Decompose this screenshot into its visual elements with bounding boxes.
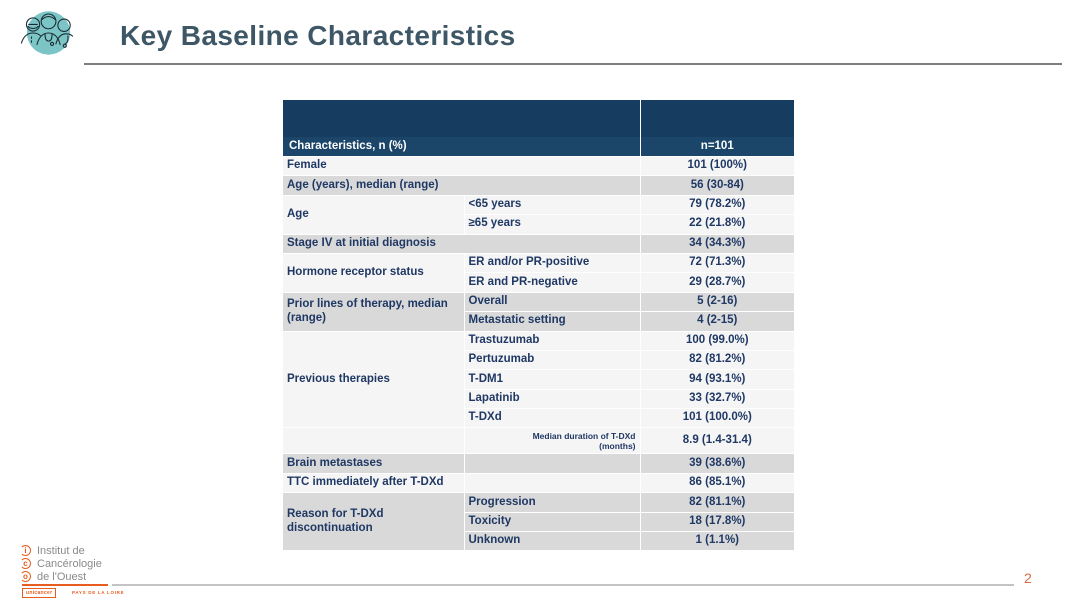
- footer-divider: [112, 584, 1014, 586]
- page-title: Key Baseline Characteristics: [120, 20, 516, 51]
- characteristic-label-cell: Reason for T-DXd discontinuation: [283, 492, 464, 552]
- subcategory-cell: Progression: [463, 492, 641, 513]
- value-cell: 4 (2-15): [639, 311, 795, 332]
- value-cell: 82 (81.2%): [639, 350, 795, 371]
- characteristic-label-cell: Age (years), median (range): [283, 175, 641, 196]
- table-row: Toxicity 18 (17.8%): [283, 512, 795, 533]
- logo-orange-divider: [22, 584, 108, 586]
- table-row: Age <65 years 79 (78.2%): [283, 195, 795, 235]
- table-row: ER and PR-negative 29 (28.7%): [283, 272, 795, 293]
- medical-team-icon: [16, 4, 78, 67]
- ico-letter-i-icon: i: [20, 545, 31, 556]
- subcategory-cell: Trastuzumab: [463, 331, 641, 351]
- logo-line: i Institut de: [20, 544, 102, 557]
- table-row: Age (years), median (range) 56 (30-84): [283, 175, 795, 196]
- unicancer-badge: unicancer: [22, 588, 57, 598]
- table-row: T-DXd 101 (100.0%): [283, 408, 795, 429]
- subcategory-cell: Toxicity: [463, 512, 641, 533]
- ico-institute-logo: i Institut de c Cancérologie o de l'Oues…: [20, 544, 102, 583]
- table-row: ≥65 years 22 (21.8%): [283, 214, 795, 235]
- characteristic-label-cell: TTC immediately after T-DXd: [283, 473, 464, 494]
- value-cell: 5 (2-16): [639, 292, 795, 313]
- characteristic-label-cell: [283, 427, 464, 455]
- value-cell: 29 (28.7%): [639, 272, 795, 293]
- region-label: PAYS DE LA LOIRE: [72, 590, 125, 595]
- value-cell: 1 (1.1%): [639, 531, 795, 552]
- table-row: Metastatic setting 4 (2-15): [283, 311, 795, 332]
- subcategory-cell: Lapatinib: [463, 389, 641, 410]
- baseline-characteristics-table: Characteristics, n (%) n=101 Female 101 (…: [283, 100, 795, 552]
- subcategory-cell: Metastatic setting: [463, 311, 641, 332]
- table-row: Lapatinib 33 (32.7%): [283, 389, 795, 410]
- table-row: Brain metastases 39 (38.6%): [283, 453, 795, 474]
- table-row: Prior lines of therapy, median (range) Ov…: [283, 292, 795, 332]
- characteristics-table-body: Female 101 (100%) Age (years), median (ran…: [283, 156, 795, 552]
- value-cell: 86 (85.1%): [639, 473, 795, 494]
- subcategory-cell: Pertuzumab: [463, 350, 641, 371]
- title-divider: [84, 63, 1062, 65]
- subcategory-cell: T-DXd: [463, 408, 641, 429]
- table-row: Stage IV at initial diagnosis 34 (34.3%): [283, 234, 795, 254]
- subcategory-cell: Unknown: [463, 531, 641, 552]
- subcategory-cell: [463, 453, 641, 474]
- characteristic-label-cell: Hormone receptor status: [283, 253, 464, 293]
- value-cell: 8.9 (1.4-31.4): [639, 427, 795, 455]
- table-header-n: n=101: [639, 100, 795, 157]
- value-cell: 33 (32.7%): [639, 389, 795, 410]
- subcategory-cell: Overall: [463, 292, 641, 313]
- value-cell: 39 (38.6%): [639, 453, 795, 474]
- characteristic-label-cell: Age: [283, 195, 464, 235]
- value-cell: 82 (81.1%): [639, 492, 795, 513]
- characteristic-label-cell: Stage IV at initial diagnosis: [283, 234, 641, 254]
- value-cell: 101 (100.0%): [639, 408, 795, 429]
- table-row: Pertuzumab 82 (81.2%): [283, 350, 795, 371]
- table-row: Reason for T-DXd discontinuation Progress…: [283, 492, 795, 552]
- logo-line: c Cancérologie: [20, 557, 102, 570]
- table-row: Female 101 (100%): [283, 156, 795, 177]
- table-row: Median duration of T-DXd (months) 8.9 (1.…: [283, 427, 795, 455]
- table-row: Hormone receptor status ER and/or PR-posi…: [283, 253, 795, 293]
- subcategory-cell: T-DM1: [463, 369, 641, 390]
- subcategory-cell: [463, 473, 641, 494]
- value-cell: 101 (100%): [639, 156, 795, 177]
- page-number: 2: [1024, 570, 1032, 586]
- subcategory-cell: ER and PR-negative: [463, 272, 641, 293]
- ico-letter-c-icon: c: [20, 558, 31, 569]
- table-row: Unknown 1 (1.1%): [283, 531, 795, 552]
- characteristic-label-cell: Female: [283, 156, 641, 177]
- logo-text-line: Institut de: [37, 544, 85, 557]
- table-header-row: Characteristics, n (%) n=101: [283, 100, 795, 157]
- subcategory-cell: Median duration of T-DXd (months): [463, 427, 641, 455]
- table-row: T-DM1 94 (93.1%): [283, 369, 795, 390]
- table-row: TTC immediately after T-DXd 86 (85.1%): [283, 473, 795, 494]
- table-row: Previous therapies Trastuzumab 100 (99.0%): [283, 331, 795, 429]
- characteristic-label-cell: Brain metastases: [283, 453, 464, 474]
- ico-letter-o-icon: o: [20, 571, 31, 582]
- value-cell: 34 (34.3%): [639, 234, 795, 254]
- value-cell: 100 (99.0%): [639, 331, 795, 351]
- subcategory-cell: ≥65 years: [463, 214, 641, 235]
- subcategory-cell: <65 years: [463, 195, 641, 216]
- logo-line: o de l'Ouest: [20, 570, 102, 583]
- logo-text-line: Cancérologie: [37, 557, 102, 570]
- value-cell: 94 (93.1%): [639, 369, 795, 390]
- value-cell: 18 (17.8%): [639, 512, 795, 533]
- table-header-characteristics: Characteristics, n (%): [283, 100, 641, 157]
- value-cell: 79 (78.2%): [639, 195, 795, 216]
- characteristic-label-cell: Prior lines of therapy, median (range): [283, 292, 464, 332]
- value-cell: 56 (30-84): [639, 175, 795, 196]
- value-cell: 72 (71.3%): [639, 253, 795, 274]
- characteristic-label-cell: Previous therapies: [283, 331, 464, 429]
- value-cell: 22 (21.8%): [639, 214, 795, 235]
- subcategory-cell: ER and/or PR-positive: [463, 253, 641, 274]
- logo-text-line: de l'Ouest: [37, 570, 87, 583]
